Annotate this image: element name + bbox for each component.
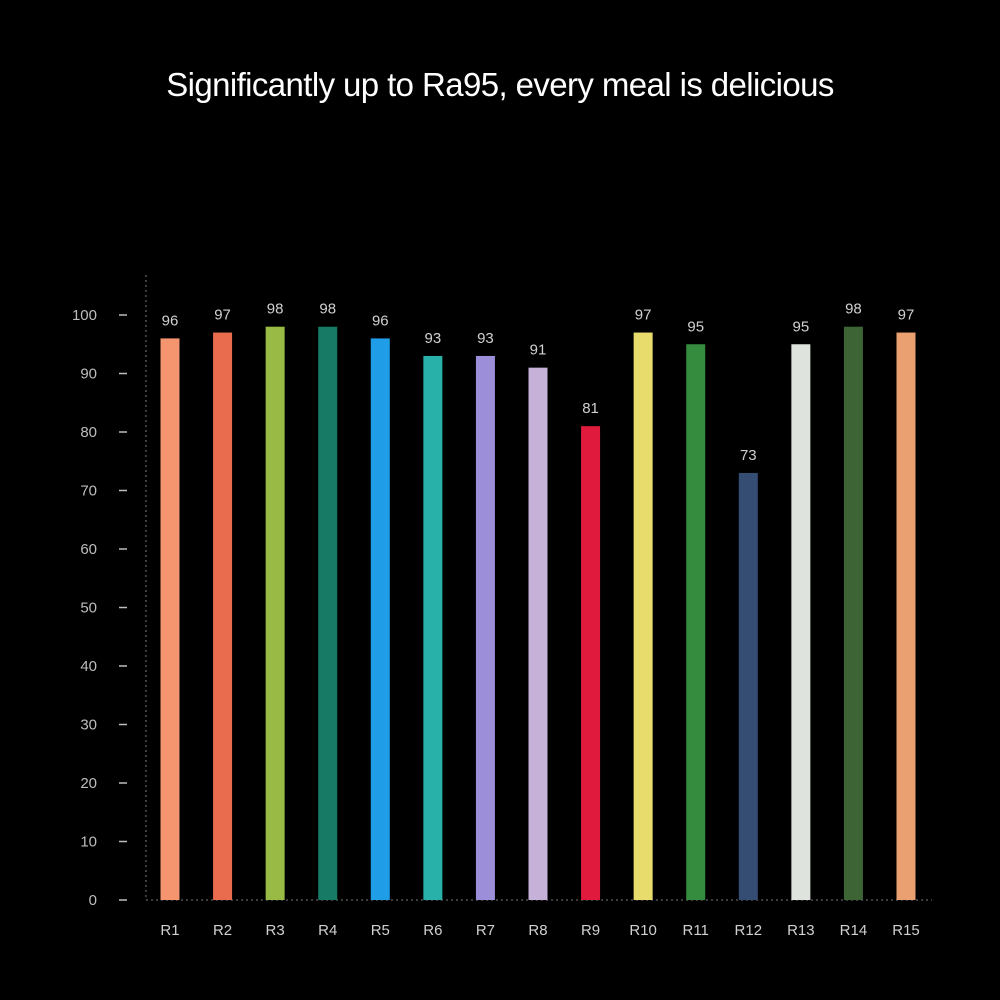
x-tick-label-r7: R7 [476, 922, 495, 939]
bars [161, 327, 916, 900]
y-axis-ticks: 0 10 20 30 40 50 60 70 80 90 100 [72, 307, 127, 909]
y-tick-label: 70 [80, 483, 97, 500]
bar-r10 [634, 333, 653, 900]
x-tick-label-r3: R3 [266, 922, 285, 939]
bar-r6 [423, 356, 442, 900]
x-axis-labels: R1 R2 R3 R4 R5 R6 R7 R8 R9 R10 R11 R12 R13 R14 R15 [160, 922, 919, 939]
bar-r5 [371, 338, 390, 900]
bar-r8 [529, 368, 548, 900]
data-label-r11: 95 [687, 318, 704, 335]
bar-r7 [476, 356, 495, 900]
data-label-r10: 97 [635, 307, 652, 324]
x-tick-label-r4: R4 [318, 922, 337, 939]
y-tick-label: 60 [80, 541, 97, 558]
data-label-r6: 93 [425, 330, 442, 347]
y-tick-label: 10 [80, 834, 97, 851]
x-tick-label-r15: R15 [892, 922, 920, 939]
y-tick-label: 0 [89, 892, 97, 909]
data-label-r7: 93 [477, 330, 494, 347]
x-tick-label-r11: R11 [683, 922, 709, 939]
data-label-r13: 95 [793, 318, 810, 335]
x-tick-label-r12: R12 [735, 922, 763, 939]
x-tick-label-r8: R8 [528, 922, 547, 939]
bar-r3 [266, 327, 285, 900]
bar-r11 [686, 344, 705, 900]
bar-r4 [318, 327, 337, 900]
bar-r2 [213, 333, 232, 900]
y-tick-label: 80 [80, 424, 97, 441]
data-label-r1: 96 [162, 312, 179, 329]
data-label-r5: 96 [372, 312, 389, 329]
x-tick-label-r1: R1 [160, 922, 179, 939]
data-label-r3: 98 [267, 301, 284, 318]
y-tick-label: 90 [80, 366, 97, 383]
x-tick-label-r2: R2 [213, 922, 232, 939]
y-tick-label: 40 [80, 658, 97, 675]
bar-r1 [161, 338, 180, 900]
bar-r14 [844, 327, 863, 900]
x-tick-label-r5: R5 [371, 922, 390, 939]
y-tick-label: 20 [80, 775, 97, 792]
bar-r9 [581, 426, 600, 900]
data-label-r4: 98 [319, 301, 336, 318]
data-label-r15: 97 [898, 307, 915, 324]
data-label-r9: 81 [582, 400, 599, 417]
x-tick-label-r6: R6 [423, 922, 442, 939]
bar-r15 [897, 333, 916, 900]
y-tick-label: 50 [80, 600, 97, 617]
x-tick-label-r10: R10 [629, 922, 657, 939]
data-label-r12: 73 [740, 447, 757, 464]
data-label-r8: 91 [530, 342, 547, 359]
x-tick-label-r14: R14 [840, 922, 868, 939]
bar-r12 [739, 473, 758, 900]
bar-r13 [791, 344, 810, 900]
data-label-r14: 98 [845, 301, 862, 318]
x-tick-label-r9: R9 [581, 922, 600, 939]
y-tick-label: 30 [80, 717, 97, 734]
data-label-r2: 97 [214, 307, 231, 324]
x-tick-label-r13: R13 [787, 922, 815, 939]
y-tick-label: 100 [72, 307, 97, 324]
